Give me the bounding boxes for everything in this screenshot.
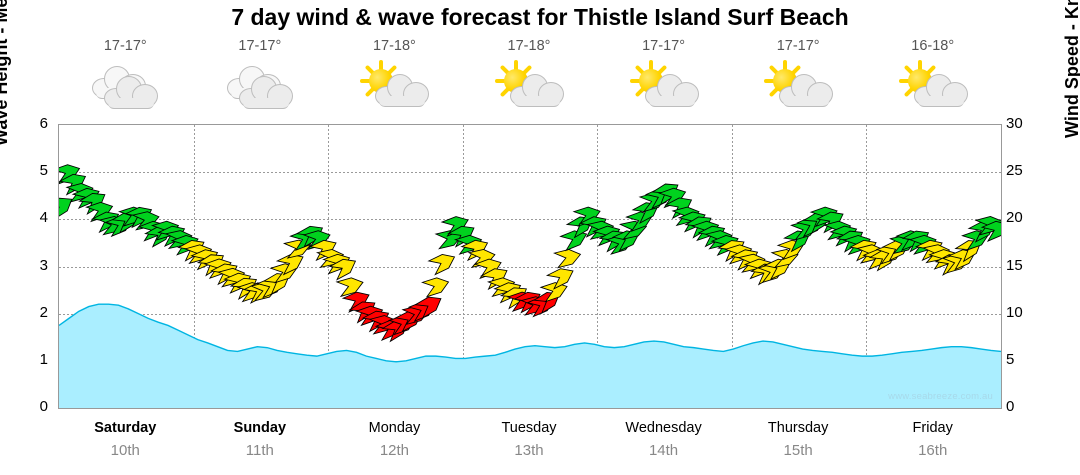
day-header: 17-17° bbox=[193, 38, 327, 112]
day-name-label: Wednesday bbox=[625, 420, 702, 436]
day-header: 17-17° bbox=[597, 38, 731, 112]
day-header: 17-18° bbox=[327, 38, 461, 112]
partly-sunny-icon bbox=[492, 56, 566, 112]
right-axis-tick: 10 bbox=[1006, 303, 1023, 321]
watermark: www.seabreeze.com.au bbox=[888, 391, 993, 402]
wind-arrow bbox=[552, 249, 582, 269]
day-header: 16-18° bbox=[866, 38, 1000, 112]
day-date-label: 10th bbox=[110, 442, 140, 459]
wind-arrow bbox=[328, 258, 357, 281]
day-date-label: 12th bbox=[379, 442, 410, 459]
day-header: 17-17° bbox=[58, 38, 192, 112]
page-title: 7 day wind & wave forecast for Thistle I… bbox=[231, 4, 849, 30]
day-name-label: Friday bbox=[912, 420, 953, 436]
day-temperature: 17-17° bbox=[642, 38, 685, 54]
partly-sunny-icon bbox=[896, 56, 970, 112]
right-axis-tick: 30 bbox=[1006, 115, 1023, 132]
wind-arrow bbox=[559, 230, 588, 252]
cloud-icon bbox=[104, 74, 159, 109]
left-axis-tick: 0 bbox=[39, 398, 48, 415]
day-date-label: 16th bbox=[918, 442, 948, 459]
cloud-icon bbox=[779, 72, 834, 107]
day-date-label: 14th bbox=[648, 442, 679, 459]
cloud-icon bbox=[375, 72, 430, 107]
wind-speed-arrows bbox=[59, 164, 1001, 343]
day-temperature: 17-18° bbox=[372, 38, 416, 54]
plot-area: www.seabreeze.com.au bbox=[58, 124, 1002, 409]
day-date-label: 15th bbox=[783, 442, 813, 459]
day-temperature: 17-18° bbox=[507, 38, 551, 54]
wind-arrow bbox=[421, 277, 450, 298]
cloud-icon bbox=[644, 72, 699, 107]
wave-height-line bbox=[59, 303, 1001, 363]
right-axis-tick: 20 bbox=[1006, 209, 1023, 227]
left-axis-tick: 3 bbox=[39, 256, 48, 274]
day-header: 17-18° bbox=[462, 38, 596, 112]
wind-arrow bbox=[427, 254, 456, 276]
day-temperature: 17-17° bbox=[776, 38, 820, 54]
left-axis-tick: 1 bbox=[39, 350, 48, 368]
day-name-label: Monday bbox=[368, 420, 421, 436]
day-header: 17-17° bbox=[731, 38, 865, 112]
day-temperature: 16-18° bbox=[911, 38, 955, 54]
day-date-label: 11th bbox=[245, 442, 274, 459]
wind-arrow bbox=[59, 197, 73, 220]
plot-svg bbox=[59, 125, 1001, 408]
wind-arrow bbox=[980, 220, 1001, 242]
wind-arrow bbox=[539, 282, 568, 303]
day-name-label: Sunday bbox=[233, 420, 287, 436]
wind-arrow bbox=[414, 296, 442, 319]
day-name-label: Saturday bbox=[94, 420, 157, 436]
day-name-label: Tuesday bbox=[501, 420, 557, 436]
day-date-label: 13th bbox=[514, 442, 544, 459]
right-axis-tick: 25 bbox=[1006, 162, 1023, 180]
left-axis-tick: 6 bbox=[39, 115, 48, 132]
cloud-icon bbox=[913, 72, 968, 107]
left-axis-tick: 5 bbox=[39, 162, 48, 180]
wind-arrow bbox=[335, 277, 364, 298]
day-temperature: 17-17° bbox=[238, 38, 282, 54]
partly-sunny-icon bbox=[627, 56, 701, 112]
cloudy-icon bbox=[88, 56, 162, 112]
cloudy-icon bbox=[223, 56, 297, 112]
right-axis-tick: 0 bbox=[1006, 398, 1015, 415]
partly-sunny-icon bbox=[357, 56, 431, 112]
right-axis-tick: 5 bbox=[1006, 350, 1015, 368]
right-axis-tick: 15 bbox=[1006, 256, 1023, 274]
wind-arrow bbox=[545, 268, 574, 290]
wave-height-area bbox=[59, 304, 1001, 408]
left-axis-tick: 2 bbox=[39, 303, 48, 321]
right-axis-label: Wind Speed - Knots bbox=[1062, 0, 1080, 138]
day-temperature: 17-17° bbox=[103, 38, 147, 54]
cloud-icon bbox=[238, 74, 293, 109]
left-axis-tick: 4 bbox=[39, 209, 48, 227]
partly-sunny-icon bbox=[761, 56, 835, 112]
cloud-icon bbox=[510, 72, 564, 107]
day-name-label: Thursday bbox=[767, 420, 829, 436]
